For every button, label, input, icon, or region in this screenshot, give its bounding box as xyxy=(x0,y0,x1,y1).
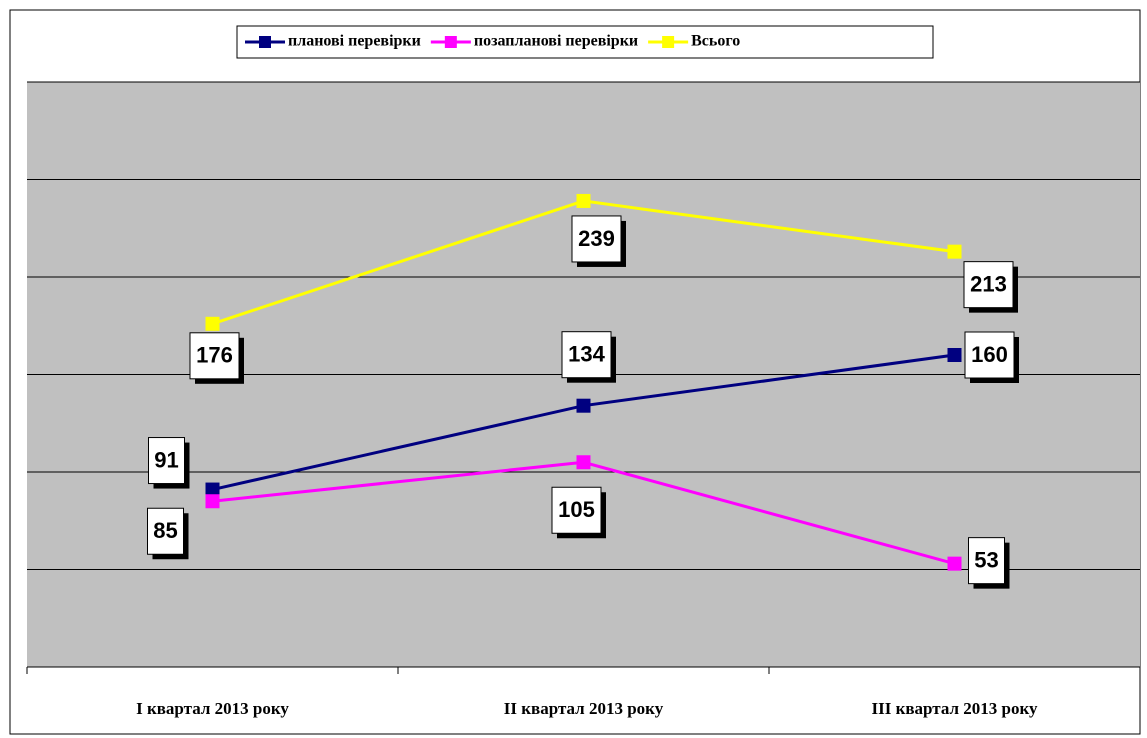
label-box xyxy=(963,261,1014,309)
point-marker xyxy=(576,193,591,208)
data-label: 91 xyxy=(154,447,178,472)
point-marker xyxy=(947,348,962,362)
x-tick-label: ІІ квартал 2013 року xyxy=(504,699,664,718)
legend-label: Всього xyxy=(691,33,740,50)
label-box xyxy=(189,332,240,380)
point-marker xyxy=(947,556,962,571)
point-marker xyxy=(205,494,220,509)
legend-label: планові перевірки xyxy=(288,33,421,50)
data-label: 213 xyxy=(970,271,1007,296)
label-box xyxy=(571,215,622,263)
point-marker xyxy=(205,482,220,497)
label-box xyxy=(551,486,602,534)
label-box xyxy=(147,507,184,555)
data-label: 134 xyxy=(568,342,605,367)
data-label: 53 xyxy=(974,547,998,572)
data-label: 85 xyxy=(153,518,177,543)
point-marker xyxy=(576,398,591,413)
legend-marker xyxy=(259,36,271,48)
x-tick-label: ІІІ квартал 2013 року xyxy=(871,699,1038,718)
point-marker xyxy=(576,455,591,470)
legend xyxy=(236,25,934,59)
label-box xyxy=(968,537,1005,585)
label-box xyxy=(148,437,185,485)
data-label: 239 xyxy=(578,226,615,251)
legend-marker xyxy=(662,36,675,48)
label-box xyxy=(561,331,612,379)
point-marker xyxy=(947,244,962,259)
legend-marker xyxy=(444,36,457,48)
data-label: 105 xyxy=(558,497,595,522)
legend-label: позапланові перевірки xyxy=(474,33,638,50)
label-box xyxy=(964,331,1015,379)
x-tick-label: І квартал 2013 року xyxy=(136,699,289,718)
point-marker xyxy=(205,316,220,331)
data-label: 176 xyxy=(196,343,233,368)
data-label: 160 xyxy=(971,342,1008,367)
